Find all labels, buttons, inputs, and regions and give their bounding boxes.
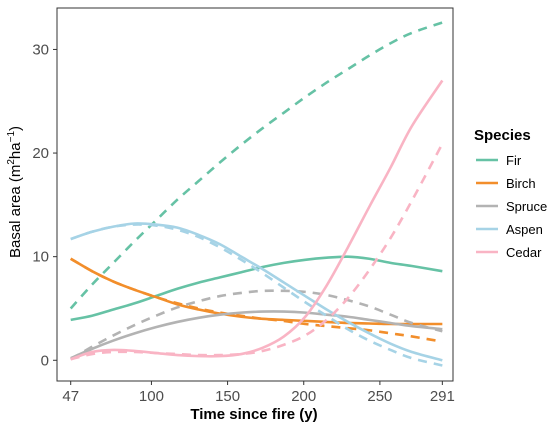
legend-item-birch: Birch: [476, 176, 536, 191]
legend: Species Fir Birch Spruce Aspen Cedar: [474, 127, 547, 260]
y-tick-label: 10: [32, 249, 49, 266]
legend-label: Birch: [506, 176, 536, 191]
y-axis-title-main: Basal area (m: [7, 165, 24, 258]
x-tick-label: 200: [291, 388, 316, 405]
legend-title: Species: [474, 127, 531, 144]
x-tick-label: 150: [215, 388, 240, 405]
legend-item-aspen: Aspen: [476, 222, 543, 237]
series-line-fir-solid: [70, 255, 443, 322]
series-line-cedar-dashed: [70, 143, 444, 361]
y-axis-title: Basal area (m2ha−1): [6, 126, 24, 258]
legend-label: Aspen: [506, 222, 543, 237]
y-tick-label: 20: [32, 145, 49, 162]
y-tick-label: 0: [41, 352, 49, 369]
y-tick-label: 30: [32, 41, 49, 58]
y-axis-title-end: ): [7, 126, 24, 131]
y-axis-title-mid: ha: [7, 142, 24, 159]
series-line-birch-dashed: [70, 257, 443, 343]
plot-panel-border: [56, 7, 454, 382]
series-line-aspen-dashed: [70, 223, 443, 367]
x-axis-title: Time since fire (y): [190, 406, 317, 423]
legend-item-cedar: Cedar: [476, 245, 542, 260]
y-axis-title-sup2: −1: [6, 131, 17, 143]
legend-label: Spruce: [506, 199, 547, 214]
series-line-spruce-dashed: [70, 289, 443, 361]
x-tick-label: 250: [367, 388, 392, 405]
y-axis-title-sup1: 2: [6, 159, 17, 165]
y-axis: 0 10 20 30: [32, 41, 57, 369]
legend-label: Fir: [506, 153, 522, 168]
x-tick-label: 47: [62, 388, 79, 405]
legend-items: Fir Birch Spruce Aspen Cedar: [476, 153, 547, 260]
x-axis: 47 100 150 200 250 291: [62, 381, 455, 405]
series-line-spruce-solid: [70, 310, 443, 360]
legend-item-spruce: Spruce: [476, 199, 547, 214]
x-tick-label: 100: [139, 388, 164, 405]
legend-item-fir: Fir: [476, 153, 522, 168]
x-tick-label: 291: [430, 388, 455, 405]
plot-lines: [69, 21, 444, 367]
legend-label: Cedar: [506, 245, 542, 260]
